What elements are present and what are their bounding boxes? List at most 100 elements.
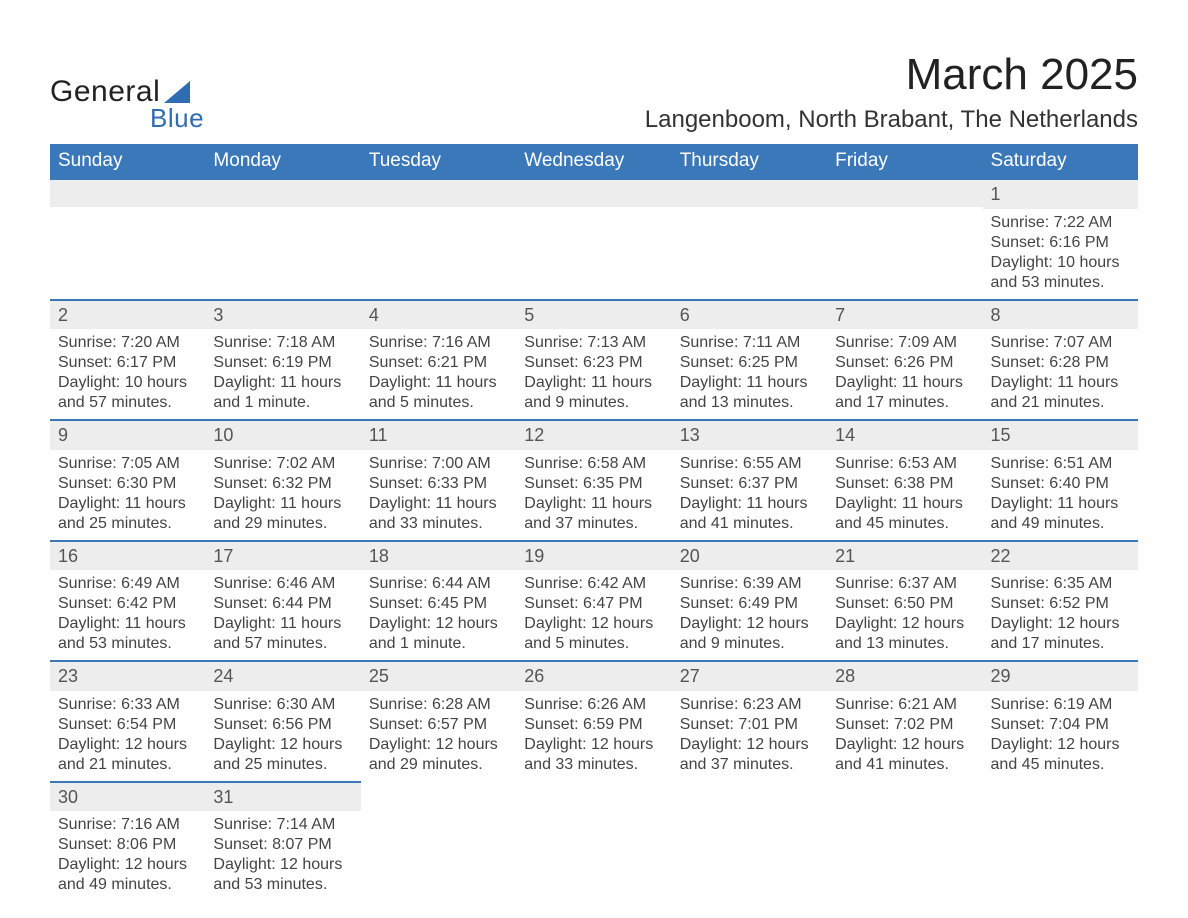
day-daylight: Daylight: 12 hours and 5 minutes. [524,614,663,654]
calendar-cell: 1Sunrise: 7:22 AMSunset: 6:16 PMDaylight… [983,179,1138,300]
day-daylight: Daylight: 11 hours and 5 minutes. [369,373,508,413]
day-sunrise: Sunrise: 6:55 AM [680,454,819,474]
dayheader-monday: Monday [205,144,360,179]
calendar-week: 30Sunrise: 7:16 AMSunset: 8:06 PMDayligh… [50,782,1138,902]
day-number [827,782,982,809]
day-sunrise: Sunrise: 7:02 AM [213,454,352,474]
day-sunset: Sunset: 7:04 PM [991,715,1130,735]
dayheader-tuesday: Tuesday [361,144,516,179]
day-daylight: Daylight: 11 hours and 29 minutes. [213,494,352,534]
day-sunset: Sunset: 7:01 PM [680,715,819,735]
day-number [50,180,205,207]
day-sunrise: Sunrise: 6:44 AM [369,574,508,594]
day-sunrise: Sunrise: 7:20 AM [58,333,197,353]
day-number: 3 [205,301,360,330]
dayheader-wednesday: Wednesday [516,144,671,179]
calendar-cell: 16Sunrise: 6:49 AMSunset: 6:42 PMDayligh… [50,541,205,662]
day-sunrise: Sunrise: 7:16 AM [58,815,197,835]
calendar-cell: 12Sunrise: 6:58 AMSunset: 6:35 PMDayligh… [516,420,671,541]
calendar-cell [361,179,516,300]
day-detail: Sunrise: 6:33 AMSunset: 6:54 PMDaylight:… [50,691,205,781]
day-daylight: Daylight: 11 hours and 9 minutes. [524,373,663,413]
day-sunset: Sunset: 8:06 PM [58,835,197,855]
day-sunrise: Sunrise: 6:23 AM [680,695,819,715]
day-detail: Sunrise: 6:53 AMSunset: 6:38 PMDaylight:… [827,450,982,540]
day-detail [827,207,982,217]
day-daylight: Daylight: 11 hours and 41 minutes. [680,494,819,534]
day-detail: Sunrise: 6:44 AMSunset: 6:45 PMDaylight:… [361,570,516,660]
calendar-cell: 21Sunrise: 6:37 AMSunset: 6:50 PMDayligh… [827,541,982,662]
day-detail [672,809,827,819]
day-number: 28 [827,662,982,691]
day-daylight: Daylight: 11 hours and 13 minutes. [680,373,819,413]
day-number: 5 [516,301,671,330]
day-sunrise: Sunrise: 6:53 AM [835,454,974,474]
day-daylight: Daylight: 12 hours and 45 minutes. [991,735,1130,775]
calendar-cell [50,179,205,300]
day-detail: Sunrise: 7:00 AMSunset: 6:33 PMDaylight:… [361,450,516,540]
day-daylight: Daylight: 12 hours and 1 minute. [369,614,508,654]
day-number [672,180,827,207]
day-detail [361,809,516,819]
day-number: 8 [983,301,1138,330]
day-sunrise: Sunrise: 7:05 AM [58,454,197,474]
brand-logo: General Blue [50,75,204,134]
day-sunrise: Sunrise: 6:33 AM [58,695,197,715]
dayheader-thursday: Thursday [672,144,827,179]
calendar-week: 16Sunrise: 6:49 AMSunset: 6:42 PMDayligh… [50,541,1138,662]
day-header-row: Sunday Monday Tuesday Wednesday Thursday… [50,144,1138,179]
day-sunset: Sunset: 6:56 PM [213,715,352,735]
day-number: 11 [361,421,516,450]
calendar-cell: 20Sunrise: 6:39 AMSunset: 6:49 PMDayligh… [672,541,827,662]
day-detail: Sunrise: 6:55 AMSunset: 6:37 PMDaylight:… [672,450,827,540]
day-number: 12 [516,421,671,450]
day-detail: Sunrise: 6:37 AMSunset: 6:50 PMDaylight:… [827,570,982,660]
day-daylight: Daylight: 12 hours and 49 minutes. [58,855,197,895]
day-daylight: Daylight: 12 hours and 17 minutes. [991,614,1130,654]
day-sunrise: Sunrise: 7:00 AM [369,454,508,474]
day-number: 26 [516,662,671,691]
day-sunset: Sunset: 6:23 PM [524,353,663,373]
day-sunrise: Sunrise: 7:14 AM [213,815,352,835]
calendar-cell: 19Sunrise: 6:42 AMSunset: 6:47 PMDayligh… [516,541,671,662]
calendar-cell: 23Sunrise: 6:33 AMSunset: 6:54 PMDayligh… [50,661,205,782]
calendar-week: 9Sunrise: 7:05 AMSunset: 6:30 PMDaylight… [50,420,1138,541]
day-number: 17 [205,542,360,571]
day-number: 16 [50,542,205,571]
day-sunset: Sunset: 6:59 PM [524,715,663,735]
day-sunset: Sunset: 7:02 PM [835,715,974,735]
day-number: 25 [361,662,516,691]
day-number [361,782,516,809]
calendar-cell [516,782,671,902]
calendar-cell [983,782,1138,902]
calendar-body: 1Sunrise: 7:22 AMSunset: 6:16 PMDaylight… [50,179,1138,901]
day-daylight: Daylight: 12 hours and 9 minutes. [680,614,819,654]
day-detail: Sunrise: 6:39 AMSunset: 6:49 PMDaylight:… [672,570,827,660]
day-number [205,180,360,207]
day-daylight: Daylight: 11 hours and 57 minutes. [213,614,352,654]
day-sunset: Sunset: 6:25 PM [680,353,819,373]
day-number: 6 [672,301,827,330]
day-sunrise: Sunrise: 7:16 AM [369,333,508,353]
day-detail [983,809,1138,819]
calendar-cell: 14Sunrise: 6:53 AMSunset: 6:38 PMDayligh… [827,420,982,541]
calendar-cell: 28Sunrise: 6:21 AMSunset: 7:02 PMDayligh… [827,661,982,782]
calendar-cell: 3Sunrise: 7:18 AMSunset: 6:19 PMDaylight… [205,300,360,421]
day-sunrise: Sunrise: 7:13 AM [524,333,663,353]
day-sunset: Sunset: 6:33 PM [369,474,508,494]
day-sunset: Sunset: 6:47 PM [524,594,663,614]
day-number: 31 [205,783,360,812]
day-detail: Sunrise: 6:46 AMSunset: 6:44 PMDaylight:… [205,570,360,660]
day-detail [205,207,360,217]
day-number: 22 [983,542,1138,571]
day-daylight: Daylight: 11 hours and 1 minute. [213,373,352,413]
calendar-cell: 9Sunrise: 7:05 AMSunset: 6:30 PMDaylight… [50,420,205,541]
day-sunset: Sunset: 6:42 PM [58,594,197,614]
calendar-cell: 13Sunrise: 6:55 AMSunset: 6:37 PMDayligh… [672,420,827,541]
day-sunset: Sunset: 8:07 PM [213,835,352,855]
calendar-cell: 29Sunrise: 6:19 AMSunset: 7:04 PMDayligh… [983,661,1138,782]
day-sunrise: Sunrise: 6:51 AM [991,454,1130,474]
day-sunset: Sunset: 6:50 PM [835,594,974,614]
calendar-table: Sunday Monday Tuesday Wednesday Thursday… [50,144,1138,901]
day-daylight: Daylight: 12 hours and 37 minutes. [680,735,819,775]
